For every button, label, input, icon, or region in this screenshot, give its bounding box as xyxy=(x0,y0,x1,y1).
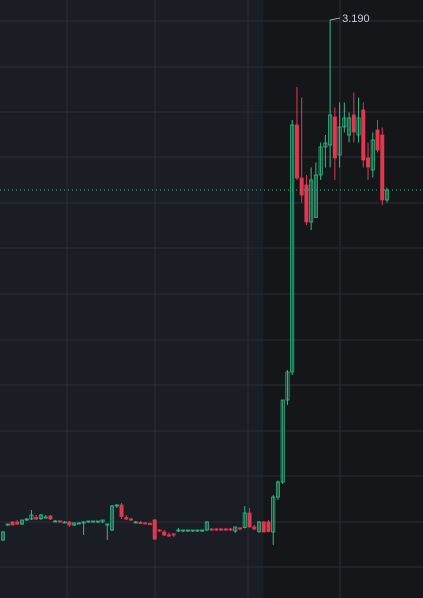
candle-body xyxy=(266,521,271,532)
candle-body xyxy=(204,521,209,531)
candle-body xyxy=(53,520,58,523)
candle-body xyxy=(271,496,276,533)
candle-body xyxy=(15,521,20,525)
candle-body xyxy=(67,521,72,526)
candle-body xyxy=(133,521,138,524)
candle-body xyxy=(299,177,304,196)
candle-body xyxy=(34,517,39,520)
candle-body xyxy=(57,520,62,523)
candle-body xyxy=(0,531,6,541)
candle-body xyxy=(280,399,285,483)
candle-body xyxy=(252,526,257,530)
candle-body xyxy=(380,134,385,201)
candle-body xyxy=(242,512,247,528)
candle-body xyxy=(166,534,171,537)
candle-body xyxy=(119,504,124,517)
annotation-label: 3.190 xyxy=(342,13,370,25)
candle-body xyxy=(110,505,115,531)
candle-body xyxy=(195,529,200,532)
candle-body xyxy=(105,523,110,526)
candle-body xyxy=(124,517,129,520)
candle-body xyxy=(238,527,243,530)
candle-body xyxy=(247,512,252,528)
candle-body xyxy=(328,114,333,146)
candle-body xyxy=(19,519,24,525)
candle-body xyxy=(95,520,100,523)
candle-body xyxy=(181,529,186,532)
candle-body xyxy=(332,116,337,159)
candle-body xyxy=(228,528,233,531)
candle-body xyxy=(29,514,34,520)
candle-body xyxy=(138,522,143,524)
candle-body xyxy=(304,184,309,223)
candle-body xyxy=(233,526,238,532)
candle-body xyxy=(190,529,195,532)
candle-body xyxy=(219,528,224,531)
candle-body xyxy=(38,514,43,519)
candle-body xyxy=(81,521,86,524)
candle-body xyxy=(275,481,280,498)
candle-body xyxy=(147,523,152,525)
candle-body xyxy=(91,520,96,523)
candle-body xyxy=(256,521,261,532)
candle-body xyxy=(337,126,342,156)
candle-body xyxy=(384,189,389,201)
candle-body xyxy=(157,529,162,532)
candle-body xyxy=(72,522,77,526)
candle-body xyxy=(114,504,119,507)
candle-body xyxy=(366,157,371,168)
candle-body xyxy=(209,528,214,531)
plot-background xyxy=(0,0,263,598)
candle-body xyxy=(361,109,366,161)
candle-body xyxy=(24,518,29,521)
candle-body xyxy=(43,516,48,519)
candle-body xyxy=(162,531,167,536)
candle-body xyxy=(285,371,290,401)
candle-body xyxy=(261,521,266,533)
candle-body xyxy=(100,519,105,523)
shaded-region xyxy=(263,0,423,598)
candle-body xyxy=(223,528,228,531)
candle-body xyxy=(342,117,347,128)
candle-body xyxy=(375,129,380,151)
candle-body xyxy=(313,174,318,218)
candle-body xyxy=(48,515,53,520)
candle-body xyxy=(347,117,352,136)
candle-body xyxy=(294,124,299,179)
candle-body xyxy=(356,117,361,136)
candle-body xyxy=(62,521,67,524)
candle-body xyxy=(86,520,91,523)
candle-body xyxy=(185,529,190,532)
candle-body xyxy=(10,521,15,526)
candle-body xyxy=(214,528,219,531)
candle-body xyxy=(370,139,375,171)
candle-body xyxy=(128,518,133,521)
candle-body xyxy=(200,529,205,532)
candle-body xyxy=(152,519,157,540)
candle-body xyxy=(76,522,81,525)
candle-body xyxy=(290,124,295,373)
annotation-leader xyxy=(330,17,341,21)
candle-body xyxy=(309,179,314,223)
candle-body xyxy=(323,142,328,148)
candle-body xyxy=(5,523,10,526)
candle-body xyxy=(171,533,176,536)
candle-body xyxy=(176,529,181,532)
candle-body xyxy=(351,114,356,133)
candle-body xyxy=(318,146,323,176)
candle-body xyxy=(143,522,148,525)
